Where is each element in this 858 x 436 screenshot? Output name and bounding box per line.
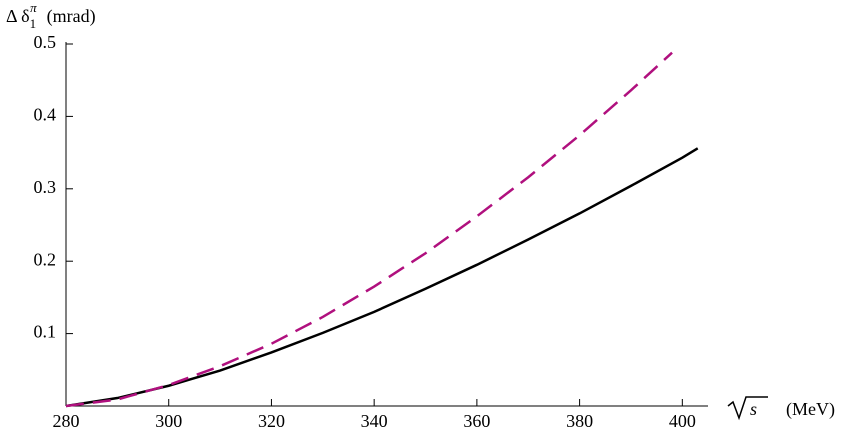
x-tick-label: 360 (463, 411, 490, 431)
x-label-unit: (MeV) (786, 399, 835, 420)
x-tick-label: 320 (258, 411, 285, 431)
y-tick-label: 0.3 (34, 177, 57, 197)
x-tick-label: 280 (53, 411, 80, 431)
y-tick-label: 0.4 (34, 105, 57, 125)
x-label-symbol: s (750, 399, 757, 419)
line-series (65, 147, 699, 408)
y-axis-label: Δ δ1π (mrad) (6, 0, 96, 31)
sqrt-sign (727, 396, 768, 421)
x-tick-label: 380 (566, 411, 593, 431)
y-label-unit: (mrad) (47, 6, 96, 27)
y-label-symbol: Δ δ (6, 6, 30, 26)
y-label-sup: π (30, 0, 37, 15)
x-tick-label: 340 (361, 411, 388, 431)
x-tick-label: 400 (669, 411, 696, 431)
y-tick-label: 0.1 (34, 322, 57, 342)
y-tick-label: 0.2 (34, 249, 57, 269)
y-label-sub: 1 (30, 16, 37, 31)
y-tick-label: 0.5 (34, 32, 57, 52)
x-tick-label: 300 (155, 411, 182, 431)
line-series (65, 51, 673, 408)
